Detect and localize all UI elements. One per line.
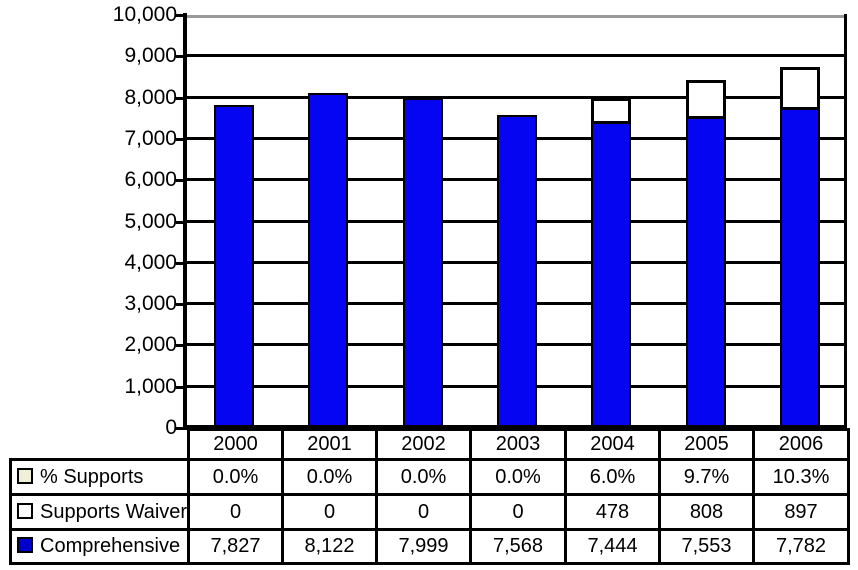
y-axis-tick-mark xyxy=(176,55,187,59)
y-axis-tick-label: 6,000 xyxy=(124,168,177,192)
value-cell: 808 xyxy=(658,493,755,531)
value-cell: 0.0% xyxy=(281,458,378,496)
table-row: Comprehensive 7,827 8,122 7,999 7,568 7,444 7,… xyxy=(9,528,850,565)
table-row-years: 2000 2001 2002 2003 2004 2005 2006 xyxy=(11,428,850,461)
y-axis-tick-mark xyxy=(176,385,187,389)
value-cell: 0 xyxy=(469,493,567,531)
value-cell: 0 xyxy=(281,493,378,531)
bar-comprehensive-2002 xyxy=(402,97,443,428)
bar-supports-waiver-2004 xyxy=(591,97,632,124)
y-axis-tick-mark xyxy=(176,427,187,430)
y-axis-tick-mark xyxy=(176,220,187,224)
value-cell: 7,553 xyxy=(658,528,755,565)
y-axis-tick-label: 2,000 xyxy=(124,333,177,357)
bar-comprehensive-2003 xyxy=(497,115,537,428)
year-header-cell: 2001 xyxy=(281,428,378,461)
table-row: % Supports 0.0% 0.0% 0.0% 0.0% 6.0% 9.7% 10.3% xyxy=(9,458,850,496)
plot-area xyxy=(187,15,847,428)
value-cell: 0.0% xyxy=(187,458,284,496)
y-axis-tick-mark xyxy=(176,344,187,348)
legend-marker-icon xyxy=(17,502,33,519)
value-cell: 7,782 xyxy=(752,528,850,565)
plot-right-border xyxy=(844,14,847,428)
y-axis-tick-mark xyxy=(176,179,187,183)
y-axis-tick-mark xyxy=(176,261,187,265)
y-axis-tick-mark xyxy=(176,96,187,100)
legend-marker-icon xyxy=(17,537,33,553)
value-cell: 897 xyxy=(752,493,850,531)
bar-comprehensive-2004 xyxy=(591,120,632,428)
gridline-8000 xyxy=(187,95,847,99)
year-header-cell: 2000 xyxy=(187,428,284,461)
y-axis-tick-label: 4,000 xyxy=(124,250,177,274)
row-label-cell: % Supports xyxy=(9,458,190,496)
bar-comprehensive-2005 xyxy=(685,116,726,428)
value-cell: 0 xyxy=(375,493,472,531)
year-header-cell: 2005 xyxy=(658,428,755,461)
y-axis-tick-label: 7,000 xyxy=(124,126,177,150)
value-cell: 10.3% xyxy=(752,458,850,496)
x-axis-line xyxy=(183,425,847,428)
gridline-9000 xyxy=(187,54,847,58)
year-header-cell: 2004 xyxy=(564,428,661,461)
y-axis-tick-mark xyxy=(176,14,187,17)
y-axis-tick-label: 5,000 xyxy=(124,209,177,233)
table-corner-cell xyxy=(11,430,189,460)
year-header-cell: 2003 xyxy=(469,428,567,461)
data-table: 2000 2001 2002 2003 2004 2005 2006 % Supports 0.… xyxy=(9,428,850,565)
y-axis-tick-label: 0 xyxy=(165,416,177,439)
row-label-cell: Comprehensive xyxy=(9,528,190,565)
y-axis-tick-label: 10,000 xyxy=(112,3,177,26)
value-cell: 9.7% xyxy=(658,458,755,496)
value-cell: 7,568 xyxy=(469,528,567,565)
value-cell: 0.0% xyxy=(469,458,567,496)
y-axis-tick-mark xyxy=(176,137,187,141)
bar-comprehensive-2001 xyxy=(308,92,349,428)
y-axis-tick-label: 9,000 xyxy=(124,44,177,68)
bar-comprehensive-2000 xyxy=(214,104,255,428)
value-cell: 0 xyxy=(187,493,284,531)
y-axis-tick-mark xyxy=(176,303,187,307)
y-axis-tick-label: 3,000 xyxy=(124,292,177,316)
row-label-text: % Supports xyxy=(40,465,144,488)
value-cell: 8,122 xyxy=(281,528,378,565)
value-cell: 7,827 xyxy=(187,528,284,565)
value-cell: 478 xyxy=(564,493,661,531)
bar-supports-waiver-2005 xyxy=(685,79,726,120)
row-label-text: Supports Waiver xyxy=(40,500,188,523)
plot-top-border xyxy=(187,15,847,18)
y-axis-tick-label: 8,000 xyxy=(124,85,177,109)
value-cell: 7,999 xyxy=(375,528,472,565)
row-label-cell: Supports Waiver xyxy=(9,493,190,531)
value-cell: 7,444 xyxy=(564,528,661,565)
bar-comprehensive-2006 xyxy=(779,106,820,428)
legend-marker-icon xyxy=(17,467,33,484)
row-label-text: Comprehensive xyxy=(40,535,181,557)
y-axis-tick-label: 1,000 xyxy=(124,374,177,398)
year-header-cell: 2002 xyxy=(375,428,472,461)
value-cell: 6.0% xyxy=(564,458,661,496)
value-cell: 0.0% xyxy=(375,458,472,496)
year-header-cell: 2006 xyxy=(752,428,850,461)
table-row: Supports Waiver 0 0 0 0 478 808 897 xyxy=(9,493,850,531)
bar-supports-waiver-2006 xyxy=(779,66,820,110)
